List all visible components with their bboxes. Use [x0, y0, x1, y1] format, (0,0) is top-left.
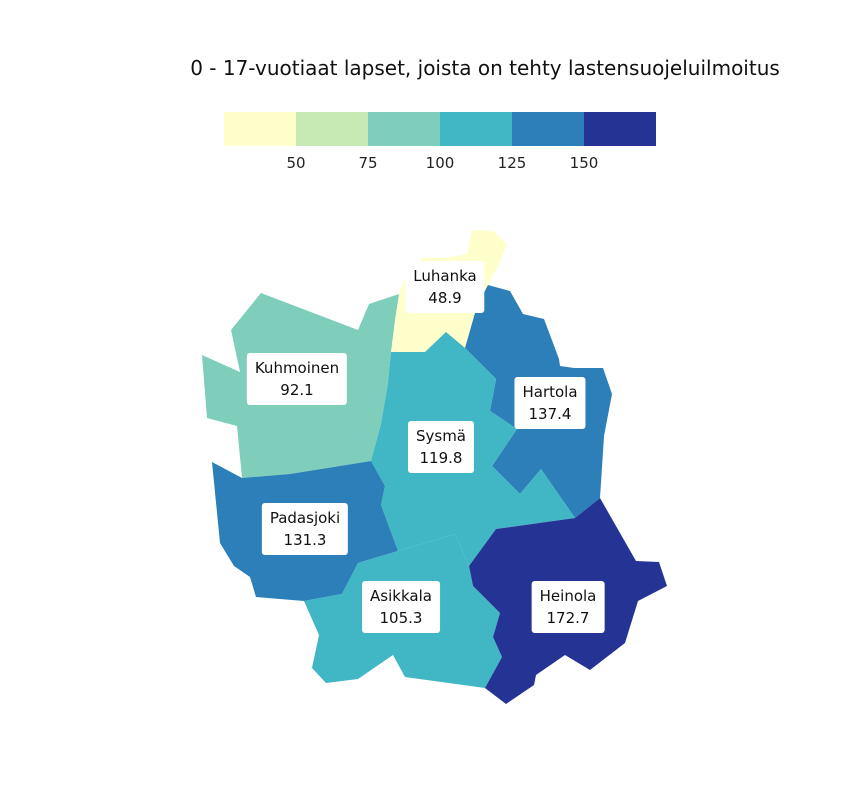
legend-swatch-1 [224, 112, 296, 146]
label-name: Hartola [522, 383, 578, 401]
label-kuhmoinen: Kuhmoinen 92.1 [246, 353, 348, 405]
label-sysma: Sysmä 119.8 [407, 421, 475, 473]
legend-swatch-4 [440, 112, 512, 146]
label-padasjoki: Padasjoki 131.3 [261, 503, 349, 555]
label-value: 137.4 [528, 405, 572, 423]
legend-tick-125: 125 [497, 154, 527, 172]
map-title: 0 - 17-vuotiaat lapset, joista on tehty … [190, 56, 780, 80]
legend-swatch-2 [296, 112, 368, 146]
label-value: 105.3 [379, 609, 423, 627]
legend-tick-50: 50 [286, 154, 306, 172]
label-asikkala: Asikkala 105.3 [362, 581, 440, 633]
label-value: 48.9 [428, 289, 462, 307]
label-value: 119.8 [419, 449, 463, 467]
label-name: Heinola [539, 587, 597, 605]
legend-color-bar [224, 112, 656, 146]
label-name: Luhanka [413, 267, 477, 285]
legend-tick-150: 150 [569, 154, 599, 172]
legend-tick-100: 100 [425, 154, 455, 172]
label-hartola: Hartola 137.4 [514, 377, 586, 429]
label-name: Padasjoki [269, 509, 341, 527]
label-value: 172.7 [546, 609, 590, 627]
legend-swatch-5 [512, 112, 584, 146]
label-name: Asikkala [370, 587, 432, 605]
label-name: Kuhmoinen [254, 359, 340, 377]
legend-tick-75: 75 [358, 154, 378, 172]
legend-ticks: 50 75 100 125 150 [224, 146, 656, 172]
label-heinola: Heinola 172.7 [531, 581, 605, 633]
label-name: Sysmä [415, 427, 467, 445]
label-luhanka: Luhanka 48.9 [405, 261, 485, 313]
legend-swatch-3 [368, 112, 440, 146]
label-value: 92.1 [280, 381, 314, 399]
legend-swatch-6 [584, 112, 656, 146]
label-value: 131.3 [283, 531, 327, 549]
color-legend: 50 75 100 125 150 [224, 112, 656, 172]
